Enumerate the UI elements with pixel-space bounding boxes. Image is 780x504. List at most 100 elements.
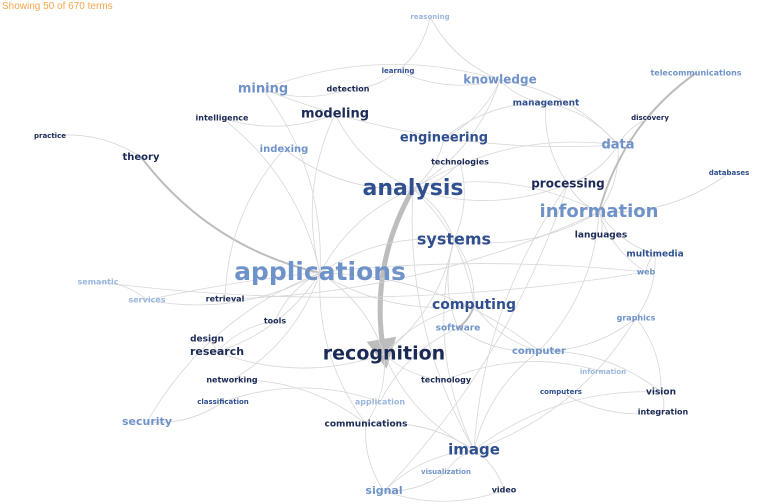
edge-computing-computer <box>473 304 540 352</box>
term-web[interactable]: web <box>637 268 656 277</box>
term-applications[interactable]: applications <box>234 257 406 286</box>
edge-multimedia-graphics <box>635 253 656 319</box>
term-technology[interactable]: technology <box>421 376 472 385</box>
term-tools[interactable]: tools <box>264 317 287 326</box>
term-engineering[interactable]: engineering <box>400 131 488 146</box>
term-recognition[interactable]: recognition <box>323 343 445 365</box>
edge-information-computer <box>538 211 600 352</box>
edge-information-processing <box>567 183 600 213</box>
edge-vision-graphics <box>635 317 662 393</box>
term-retrieval[interactable]: retrieval <box>206 295 245 304</box>
term-databases[interactable]: databases <box>709 169 750 177</box>
edge-reasoning-learning <box>397 16 431 72</box>
term-computer[interactable]: computer <box>512 346 566 357</box>
term-technologies[interactable]: technologies <box>431 158 489 167</box>
edge-information-databases <box>598 172 730 213</box>
edge-image-video <box>473 449 505 491</box>
edge-learning-detection <box>347 70 399 90</box>
edge-knowledge-mining <box>262 63 501 90</box>
edge-systems-computing <box>453 239 475 306</box>
term-software[interactable]: software <box>436 324 481 334</box>
edge-image-signal <box>383 449 475 492</box>
edge-technology-information2 <box>445 361 604 381</box>
edge-applications-research <box>216 272 321 353</box>
edge-applications-recognition <box>319 272 385 355</box>
term-application[interactable]: application <box>355 398 406 407</box>
term-networking[interactable]: networking <box>206 376 258 385</box>
term-multimedia[interactable]: multimedia <box>626 250 683 260</box>
edge-management-processing <box>545 102 569 185</box>
term-modeling[interactable]: modeling <box>301 107 369 122</box>
term-data[interactable]: data <box>601 138 634 153</box>
term-integration[interactable]: integration <box>638 408 689 417</box>
term-vision[interactable]: vision <box>646 388 676 398</box>
term-graphics[interactable]: graphics <box>617 314 656 323</box>
edge-applications-theory <box>140 156 321 274</box>
term-analysis[interactable]: analysis <box>363 176 464 201</box>
term-knowledge[interactable]: knowledge <box>463 73 536 87</box>
term-processing[interactable]: processing <box>531 177 605 191</box>
term-classification[interactable]: classification <box>197 398 249 406</box>
edge-recognition-communications <box>365 353 385 425</box>
term-detection[interactable]: detection <box>327 85 370 94</box>
edge-analysis-systems <box>412 188 455 241</box>
edge-web-multimedia <box>645 253 656 273</box>
term-languages[interactable]: languages <box>575 231 627 241</box>
term-intelligence[interactable]: intelligence <box>196 114 250 123</box>
edge-applications-security <box>146 272 321 423</box>
edge-signal-video <box>383 489 505 502</box>
edge-modeling-intelligence <box>221 113 336 127</box>
edge-applications-services <box>146 272 321 306</box>
term-image[interactable]: image <box>448 441 500 459</box>
term-telecommunications[interactable]: telecommunications <box>650 69 741 78</box>
edge-mining-detection <box>262 88 349 98</box>
edge-recognition-image <box>383 353 475 451</box>
term-services[interactable]: services <box>128 296 165 305</box>
edge-analysis-engineering <box>412 137 445 190</box>
edge-analysis-processing <box>412 183 569 201</box>
edge-knowledge-reasoning <box>429 16 501 81</box>
term-information2[interactable]: information <box>580 368 626 376</box>
edge-networking-communications <box>231 379 367 425</box>
term-video[interactable]: video <box>492 486 517 495</box>
edge-information-multimedia <box>598 211 656 255</box>
edge-communications-signal <box>365 423 385 492</box>
edge-processing-data <box>567 144 619 185</box>
edge-computer-software <box>457 327 540 352</box>
edge-systems-software <box>447 239 459 329</box>
term-research[interactable]: research <box>190 345 244 358</box>
term-computers[interactable]: computers <box>540 388 582 396</box>
edge-technologies-systems <box>453 161 465 241</box>
term-security[interactable]: security <box>122 415 172 428</box>
edge-image-vision <box>473 391 662 451</box>
edge-analysis-recognition <box>366 187 416 369</box>
term-communications[interactable]: communications <box>325 420 408 430</box>
term-information[interactable]: information <box>540 201 659 222</box>
term-computing[interactable]: computing <box>432 297 516 313</box>
term-count-status: Showing 50 of 670 terms <box>2 1 113 12</box>
edge-computer-graphics <box>538 317 637 352</box>
term-signal[interactable]: signal <box>365 484 402 497</box>
term-management[interactable]: management <box>513 99 580 109</box>
edge-analysis-data <box>412 141 619 190</box>
term-theory[interactable]: theory <box>122 152 159 163</box>
term-design[interactable]: design <box>190 335 224 345</box>
term-semantic[interactable]: semantic <box>78 278 119 287</box>
edge-data-discovery <box>617 117 651 146</box>
edge-computer-applications <box>319 272 540 352</box>
edge-analysis-information <box>412 181 600 213</box>
edge-web-services <box>146 263 647 301</box>
edge-systems-information <box>453 211 600 244</box>
term-mining[interactable]: mining <box>238 82 288 97</box>
term-reasoning[interactable]: reasoning <box>410 13 449 21</box>
term-learning[interactable]: learning <box>382 67 415 75</box>
term-discovery[interactable]: discovery <box>631 114 669 122</box>
edge-research-tools <box>216 320 276 353</box>
edge-data-mining <box>262 88 619 148</box>
term-indexing[interactable]: indexing <box>260 144 309 155</box>
term-systems[interactable]: systems <box>417 230 491 249</box>
term-practice[interactable]: practice <box>34 132 66 140</box>
edge-image-visualization <box>445 449 475 473</box>
term-visualization[interactable]: visualization <box>421 468 471 476</box>
